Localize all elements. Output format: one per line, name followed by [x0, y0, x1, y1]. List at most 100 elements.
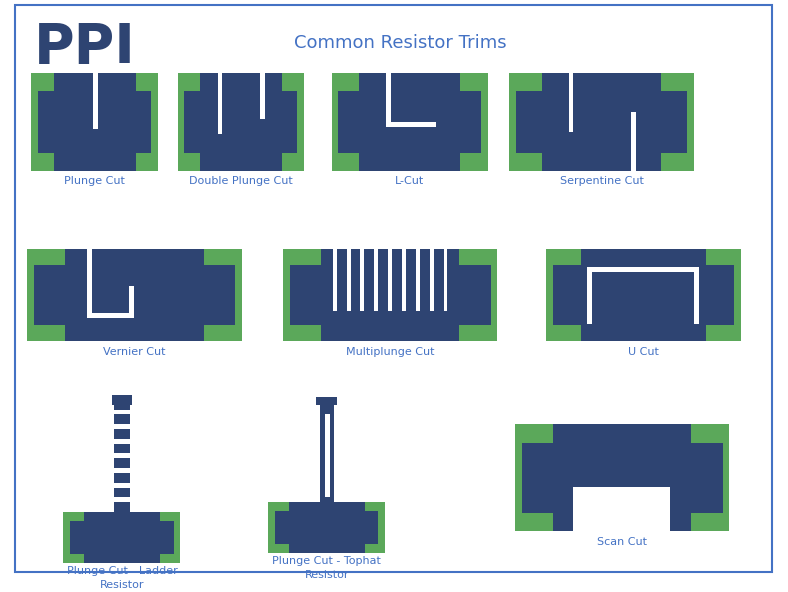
Bar	[723, 424, 730, 532]
Bar	[282, 91, 297, 153]
Bar	[460, 91, 481, 153]
Text: Plunge Cut - Tophat
Resistor: Plunge Cut - Tophat Resistor	[273, 556, 381, 580]
Bar	[374, 249, 378, 311]
Bar	[114, 424, 130, 429]
Bar	[491, 249, 497, 341]
Bar	[546, 249, 553, 341]
Bar	[706, 249, 742, 265]
Bar	[283, 249, 321, 265]
Bar	[173, 512, 180, 562]
Bar	[28, 249, 65, 265]
Bar	[177, 73, 200, 91]
Bar	[316, 397, 337, 405]
Bar	[402, 249, 406, 311]
Bar	[568, 73, 574, 131]
Bar	[136, 91, 151, 153]
Bar	[320, 405, 333, 507]
Bar	[128, 286, 134, 313]
Bar	[87, 313, 134, 318]
Bar	[204, 265, 235, 324]
Bar	[282, 73, 304, 91]
Bar	[332, 73, 359, 91]
Bar	[522, 443, 553, 513]
Bar	[365, 502, 385, 511]
Bar	[416, 249, 420, 311]
Bar	[87, 249, 91, 318]
Bar	[325, 414, 329, 497]
Bar	[70, 521, 84, 554]
Bar	[64, 512, 84, 521]
Bar	[283, 249, 290, 341]
Bar	[93, 73, 98, 128]
Bar	[160, 521, 173, 554]
Bar	[386, 73, 391, 127]
Bar	[459, 324, 497, 341]
Text: L-Cut: L-Cut	[395, 176, 424, 186]
Bar	[332, 73, 338, 170]
Bar	[28, 324, 65, 341]
Bar	[114, 453, 130, 458]
Bar	[515, 424, 553, 443]
Bar	[333, 249, 336, 311]
Bar	[687, 73, 694, 170]
Bar	[691, 513, 730, 532]
Bar	[542, 73, 661, 170]
Bar	[386, 122, 436, 127]
Bar	[184, 91, 200, 153]
Bar	[388, 249, 392, 311]
Bar	[365, 544, 385, 553]
Bar	[200, 73, 282, 170]
Bar	[160, 554, 180, 562]
Bar	[114, 482, 130, 488]
Text: U Cut: U Cut	[628, 347, 659, 357]
Bar	[160, 512, 180, 521]
Bar	[553, 424, 691, 532]
Bar	[28, 249, 34, 341]
Bar	[275, 511, 288, 544]
Bar	[460, 153, 488, 170]
Text: Common Resistor Trims: Common Resistor Trims	[294, 34, 506, 52]
Bar	[546, 249, 582, 265]
Bar	[460, 73, 488, 91]
Bar	[459, 265, 491, 324]
Bar	[631, 112, 636, 170]
Bar	[136, 153, 158, 170]
Bar	[694, 267, 699, 324]
Bar	[546, 324, 582, 341]
Bar	[332, 153, 359, 170]
Bar	[509, 73, 516, 170]
Bar	[283, 324, 321, 341]
Bar	[297, 73, 304, 170]
Bar	[260, 73, 266, 119]
Bar	[587, 267, 699, 272]
Bar	[268, 502, 275, 553]
Bar	[360, 249, 364, 311]
Bar	[151, 73, 158, 170]
Bar	[661, 73, 694, 91]
Bar	[38, 91, 54, 153]
Bar	[177, 73, 184, 170]
Bar	[661, 91, 687, 153]
Text: Plunge Cut: Plunge Cut	[64, 176, 125, 186]
Bar	[515, 424, 522, 532]
Bar	[282, 153, 304, 170]
Bar	[32, 73, 54, 91]
Bar	[65, 249, 204, 341]
Bar	[54, 73, 136, 170]
Bar	[661, 153, 694, 170]
Bar	[444, 249, 448, 311]
Bar	[515, 513, 553, 532]
Bar	[217, 73, 222, 134]
Bar	[204, 324, 242, 341]
Bar	[338, 91, 359, 153]
Bar	[553, 265, 582, 324]
Bar	[516, 91, 542, 153]
Text: Plunge Cut - Ladder
Resistor: Plunge Cut - Ladder Resistor	[66, 565, 177, 590]
Bar	[359, 73, 460, 170]
Bar	[691, 424, 730, 443]
Bar	[114, 405, 130, 517]
Bar	[114, 439, 130, 443]
Bar	[32, 73, 38, 170]
Bar	[114, 468, 130, 473]
Bar	[587, 267, 592, 324]
